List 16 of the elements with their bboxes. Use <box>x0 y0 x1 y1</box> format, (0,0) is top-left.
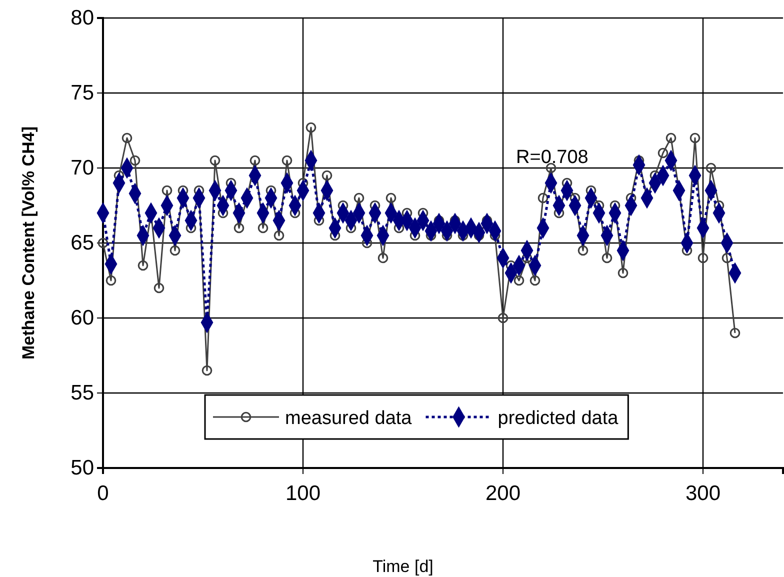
y-tick-label: 60 <box>70 306 94 330</box>
legend-label: predicted data <box>498 408 619 429</box>
y-tick-label: 70 <box>70 156 94 180</box>
y-axis-title: Methane Content [Vol% CH4] <box>19 126 38 360</box>
legend-label: measured data <box>285 408 412 429</box>
y-tick-label: 50 <box>70 456 94 480</box>
y-tick-label: 75 <box>70 82 94 105</box>
x-tick-label: 300 <box>685 482 721 506</box>
annotation: R=0.708 <box>516 147 588 168</box>
x-tick-label: 0 <box>97 482 109 506</box>
x-axis-title: Time [d] <box>372 557 434 576</box>
y-tick-label: 80 <box>70 6 94 30</box>
y-tick-label: 55 <box>70 382 94 405</box>
x-tick-label: 200 <box>485 482 521 506</box>
x-tick-label: 100 <box>285 482 321 506</box>
y-tick-label: 65 <box>70 232 94 255</box>
